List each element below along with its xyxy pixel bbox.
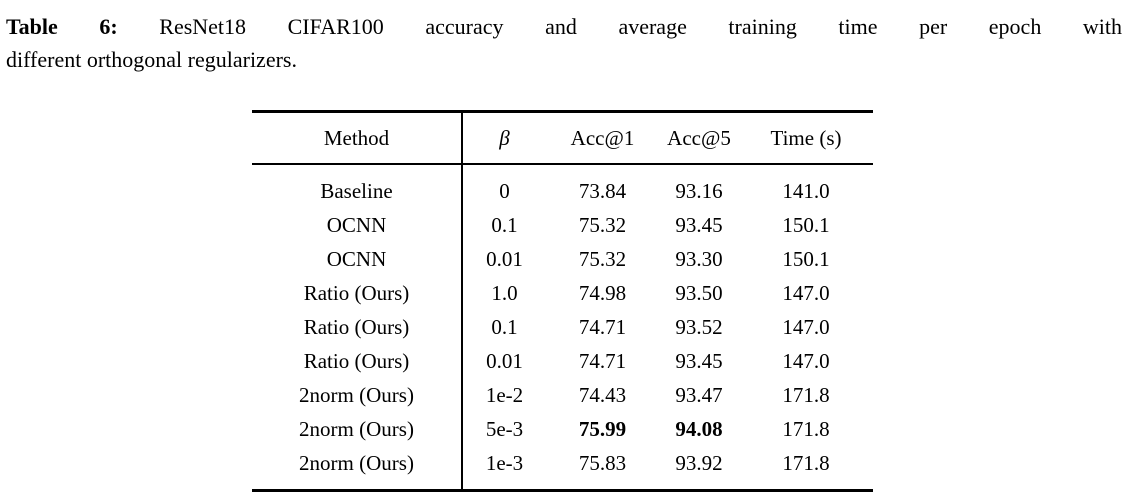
cell-method: OCNN xyxy=(252,208,463,242)
table-body: Baseline 0 73.84 93.16 141.0 OCNN 0.1 75… xyxy=(252,164,873,491)
cell-method: 2norm (Ours) xyxy=(252,378,463,412)
cell-method: 2norm (Ours) xyxy=(252,412,463,446)
cell-method: Baseline xyxy=(252,164,463,208)
cell-acc5: 93.45 xyxy=(675,349,723,373)
col-header-method: Method xyxy=(252,111,463,165)
cell-time: 147.0 xyxy=(782,315,830,339)
cell-acc5-best: 94.08 xyxy=(675,417,723,441)
cell-beta: 5e-3 xyxy=(485,417,524,441)
col-header-acc1: Acc@1 xyxy=(546,111,659,165)
cell-acc5: 93.52 xyxy=(675,315,723,339)
col-header-time: Time (s) xyxy=(739,111,873,165)
cell-method: 2norm (Ours) xyxy=(252,446,463,491)
caption-line-2: different orthogonal regularizers. xyxy=(6,47,297,72)
cell-time: 147.0 xyxy=(782,349,830,373)
cell-time: 171.8 xyxy=(782,383,830,407)
cell-time: 147.0 xyxy=(782,281,830,305)
cell-beta: 0.01 xyxy=(486,349,523,373)
cell-acc1: 74.98 xyxy=(578,281,627,305)
cell-acc5: 93.50 xyxy=(675,281,723,305)
cell-acc5: 93.47 xyxy=(675,383,723,407)
cell-beta: 1e-2 xyxy=(485,383,524,407)
cell-beta: 0.1 xyxy=(491,315,518,339)
cell-acc1: 74.43 xyxy=(578,383,627,407)
table-row: 2norm (Ours) 1e-3 75.83 93.92 171.8 xyxy=(252,446,873,491)
caption-line-1: Table 6: ResNet18 CIFAR100 accuracy and … xyxy=(6,10,1122,43)
cell-acc5: 93.30 xyxy=(675,247,723,271)
table-row: 2norm (Ours) 1e-2 74.43 93.47 171.8 xyxy=(252,378,873,412)
table-header: Method β Acc@1 Acc@5 Time (s) xyxy=(252,111,873,165)
table-caption: Table 6: ResNet18 CIFAR100 accuracy and … xyxy=(0,0,1128,76)
table-row: OCNN 0.1 75.32 93.45 150.1 xyxy=(252,208,873,242)
cell-acc1: 75.32 xyxy=(578,213,627,237)
cell-acc1-best: 75.99 xyxy=(578,417,627,441)
cell-method: Ratio (Ours) xyxy=(252,276,463,310)
table-row: 2norm (Ours) 5e-3 75.99 94.08 171.8 xyxy=(252,412,873,446)
table-row: Ratio (Ours) 1.0 74.98 93.50 147.0 xyxy=(252,276,873,310)
cell-acc1: 74.71 xyxy=(578,349,627,373)
cell-beta: 0.01 xyxy=(486,247,523,271)
cell-acc5: 93.16 xyxy=(675,179,723,203)
cell-acc1: 74.71 xyxy=(578,315,627,339)
cell-acc1: 73.84 xyxy=(578,179,627,203)
col-header-beta: β xyxy=(462,111,546,165)
cell-acc1: 75.32 xyxy=(578,247,627,271)
cell-beta: 1.0 xyxy=(491,281,518,305)
cell-beta: 0 xyxy=(499,179,510,203)
cell-beta: 0.1 xyxy=(491,213,518,237)
table-row: Ratio (Ours) 0.1 74.71 93.52 147.0 xyxy=(252,310,873,344)
header-row: Method β Acc@1 Acc@5 Time (s) xyxy=(252,111,873,165)
table-row: Baseline 0 73.84 93.16 141.0 xyxy=(252,164,873,208)
cell-acc5: 93.45 xyxy=(675,213,723,237)
col-header-acc5: Acc@5 xyxy=(659,111,739,165)
table-row: OCNN 0.01 75.32 93.30 150.1 xyxy=(252,242,873,276)
cell-acc5: 93.92 xyxy=(675,451,723,475)
cell-time: 150.1 xyxy=(782,247,830,271)
caption-label: Table 6: xyxy=(6,14,118,39)
cell-time: 150.1 xyxy=(782,213,830,237)
caption-text: ResNet18 CIFAR100 accuracy and average t… xyxy=(159,14,1123,39)
cell-method: Ratio (Ours) xyxy=(252,310,463,344)
table-row: Ratio (Ours) 0.01 74.71 93.45 147.0 xyxy=(252,344,873,378)
cell-acc1: 75.83 xyxy=(578,451,627,475)
cell-time: 171.8 xyxy=(782,417,830,441)
cell-method: Ratio (Ours) xyxy=(252,344,463,378)
cell-time: 171.8 xyxy=(782,451,830,475)
cell-time: 141.0 xyxy=(782,179,830,203)
cell-method: OCNN xyxy=(252,242,463,276)
results-table: Method β Acc@1 Acc@5 Time (s) Baseline 0… xyxy=(252,110,873,492)
cell-beta: 1e-3 xyxy=(485,451,524,475)
